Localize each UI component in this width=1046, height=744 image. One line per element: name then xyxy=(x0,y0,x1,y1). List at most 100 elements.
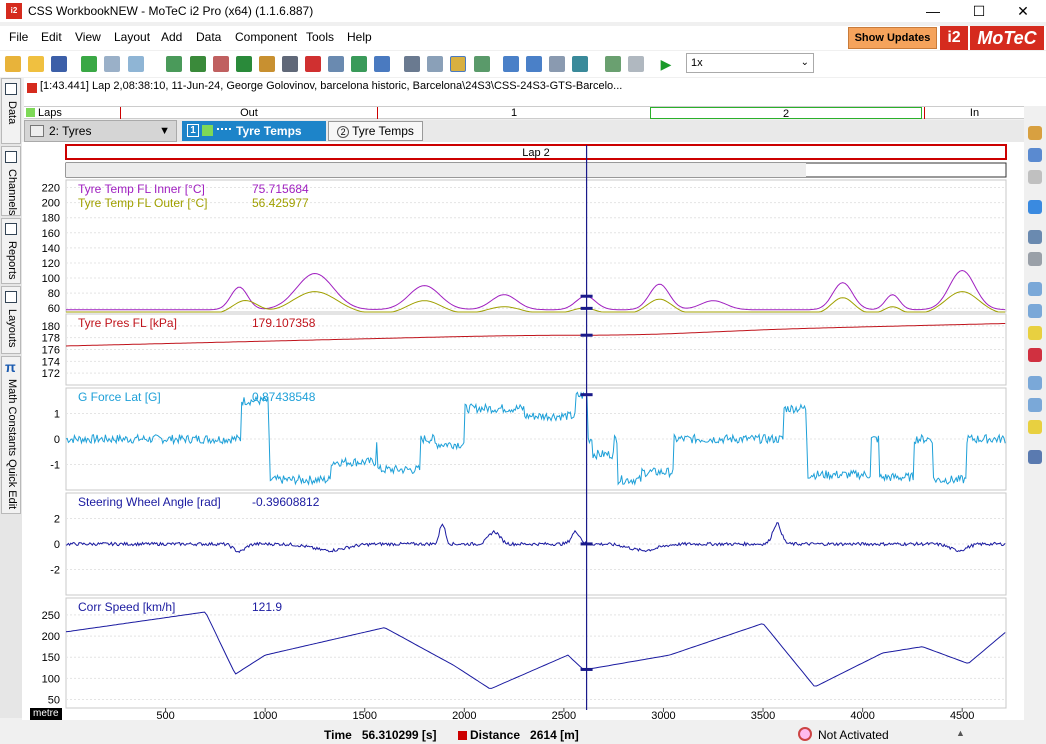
next-lap-icon[interactable] xyxy=(526,56,542,72)
y-tick-label: 220 xyxy=(42,183,60,195)
refresh-icon[interactable] xyxy=(166,56,182,72)
overlay-icon[interactable] xyxy=(450,56,466,72)
channel-label[interactable]: Tyre Temp FL Inner [°C] xyxy=(78,182,205,196)
zoom-x-fit-icon[interactable] xyxy=(1028,420,1042,434)
grid-view-icon[interactable] xyxy=(404,56,420,72)
new-icon[interactable] xyxy=(5,56,21,72)
swap-icon[interactable] xyxy=(374,56,390,72)
zoom-x-in-icon[interactable] xyxy=(1028,376,1042,390)
excel-icon[interactable] xyxy=(236,56,252,72)
open-icon[interactable] xyxy=(28,56,44,72)
lap-1-label: 1 xyxy=(511,107,517,119)
tab-channels[interactable]: Channels xyxy=(1,146,21,216)
lap-out[interactable]: Out xyxy=(120,107,378,119)
lap-1[interactable]: 1 xyxy=(378,107,650,119)
menu-view[interactable]: View xyxy=(75,30,101,44)
menu-data[interactable]: Data xyxy=(196,30,221,44)
print-preview-icon[interactable] xyxy=(128,56,144,72)
channel-label[interactable]: Tyre Pres FL [kPa] xyxy=(78,316,177,330)
y-tick-label: 160 xyxy=(42,228,60,240)
lap-2[interactable]: 2 xyxy=(650,107,922,119)
channel-label[interactable]: Corr Speed [km/h] xyxy=(78,600,175,614)
y-tick-label: 0 xyxy=(54,539,60,551)
worksheet-select[interactable]: 2: Tyres ▼ xyxy=(24,120,177,142)
delta-icon[interactable] xyxy=(1028,170,1042,184)
status-distance-value: 2614 [m] xyxy=(530,728,579,742)
check-icon[interactable] xyxy=(351,56,367,72)
time-distance-icon xyxy=(217,128,231,133)
y-tick-label: 176 xyxy=(42,345,60,357)
zoom-icon[interactable] xyxy=(1028,230,1042,244)
playback-speed-select[interactable]: 1x ⌄ xyxy=(686,53,814,73)
zoom-fit-icon[interactable] xyxy=(1028,326,1042,340)
channel-label[interactable]: G Force Lat [G] xyxy=(78,390,161,404)
lap-header-highlight xyxy=(66,163,806,177)
save-icon[interactable] xyxy=(51,56,67,72)
trace-tyre-pres-0 xyxy=(66,324,1005,347)
channel-list-icon[interactable] xyxy=(1028,450,1042,464)
activation-status[interactable]: Not Activated xyxy=(818,728,889,742)
x-tick-label: 3000 xyxy=(651,710,675,720)
add-component-icon[interactable] xyxy=(605,56,621,72)
play-icon[interactable]: ▶ xyxy=(658,56,674,72)
menu-add[interactable]: Add xyxy=(161,30,182,44)
channel-label[interactable]: Tyre Temp FL Outer [°C] xyxy=(78,196,208,210)
status-time-label: Time xyxy=(324,728,352,742)
y-tick-label: 0 xyxy=(54,434,60,446)
lap-header-label: Lap 2 xyxy=(522,147,550,159)
y-tick-label: 178 xyxy=(42,333,60,345)
track-icon[interactable] xyxy=(474,56,490,72)
y-tick-label: 50 xyxy=(48,695,60,707)
y-tick-label: 200 xyxy=(42,198,60,210)
close-button[interactable]: ✕ xyxy=(1000,0,1046,22)
y-tick-label: 140 xyxy=(42,243,60,255)
laps-bar[interactable]: Laps Out 1 2 In xyxy=(24,106,1024,119)
show-updates-button[interactable]: Show Updates xyxy=(848,27,937,49)
menu-help[interactable]: Help xyxy=(347,30,372,44)
channel-label[interactable]: Steering Wheel Angle [rad] xyxy=(78,495,221,509)
alarm-icon[interactable] xyxy=(305,56,321,72)
sector-icon[interactable] xyxy=(549,56,565,72)
grid-icon[interactable] xyxy=(282,56,298,72)
status-bar: Time 56.310299 [s] Distance 2614 [m] Not… xyxy=(0,726,1046,744)
menu-edit[interactable]: Edit xyxy=(41,30,62,44)
flag-icon[interactable] xyxy=(190,56,206,72)
zoom-out-icon[interactable] xyxy=(1028,304,1042,318)
display-icon[interactable] xyxy=(1028,148,1042,162)
tile-icon[interactable] xyxy=(1028,252,1042,266)
table-icon[interactable] xyxy=(328,56,344,72)
properties-icon[interactable] xyxy=(1028,126,1042,140)
minimize-button[interactable]: — xyxy=(910,0,956,22)
film-icon[interactable] xyxy=(259,56,275,72)
print-icon[interactable] xyxy=(104,56,120,72)
settings-icon[interactable] xyxy=(628,56,644,72)
split-icon[interactable] xyxy=(1028,200,1042,214)
clock-icon[interactable] xyxy=(427,56,443,72)
x-tick-label: 1000 xyxy=(253,710,277,720)
menu-tools[interactable]: Tools xyxy=(306,30,334,44)
menu-file[interactable]: File xyxy=(9,30,28,44)
tab-math-constants[interactable]: π Math Constants Quick Edit xyxy=(1,356,21,514)
channel-icon[interactable] xyxy=(572,56,588,72)
tab-tyre-temps[interactable]: 1 Tyre Temps xyxy=(182,121,326,141)
zoom-x-out-icon[interactable] xyxy=(1028,398,1042,412)
tab-layouts[interactable]: Layouts xyxy=(1,286,21,354)
maximize-button[interactable]: ☐ xyxy=(956,0,1002,22)
marker-icon[interactable] xyxy=(213,56,229,72)
y-tick-label: 172 xyxy=(42,368,60,380)
prev-lap-icon[interactable] xyxy=(503,56,519,72)
tab-reports[interactable]: Reports xyxy=(1,218,21,284)
y-tick-label: 80 xyxy=(48,288,60,300)
trace-speed-0 xyxy=(66,612,1005,688)
tab-data[interactable]: Data xyxy=(1,78,21,144)
zoom-in-icon[interactable] xyxy=(1028,282,1042,296)
download-icon[interactable] xyxy=(81,56,97,72)
lap-in[interactable]: In xyxy=(924,107,1024,119)
menu-layout[interactable]: Layout xyxy=(114,30,150,44)
time-distance-graph[interactable]: Lap 2 60 80 100 120 140 160 180 200 220 Tyre Temp… xyxy=(22,142,1024,720)
menu-component[interactable]: Component xyxy=(235,30,297,44)
zoom-reset-icon[interactable] xyxy=(1028,348,1042,362)
